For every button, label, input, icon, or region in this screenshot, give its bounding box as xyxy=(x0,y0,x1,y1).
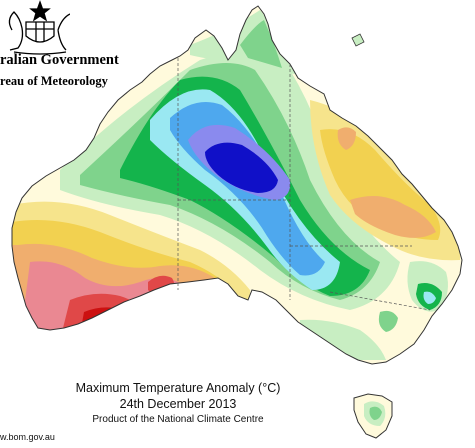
map-title: Maximum Temperature Anomaly (°C) xyxy=(75,381,281,395)
government-label: ralian Government xyxy=(0,52,119,68)
map-title-block: Maximum Temperature Anomaly (°C) 24th De… xyxy=(0,380,356,427)
cold-core xyxy=(205,142,278,193)
commonwealth-crest-icon xyxy=(8,0,70,55)
map-credit: Product of the National Climate Centre xyxy=(92,414,264,425)
map-date: 24th December 2013 xyxy=(119,397,237,411)
tasmania xyxy=(353,393,393,439)
east-hot-patch xyxy=(350,196,436,238)
bureau-label: reau of Meteorology xyxy=(0,74,108,88)
south-west-extreme xyxy=(80,307,138,334)
state-borders xyxy=(177,58,431,311)
website-url[interactable]: w.bom.gov.au xyxy=(0,432,55,442)
